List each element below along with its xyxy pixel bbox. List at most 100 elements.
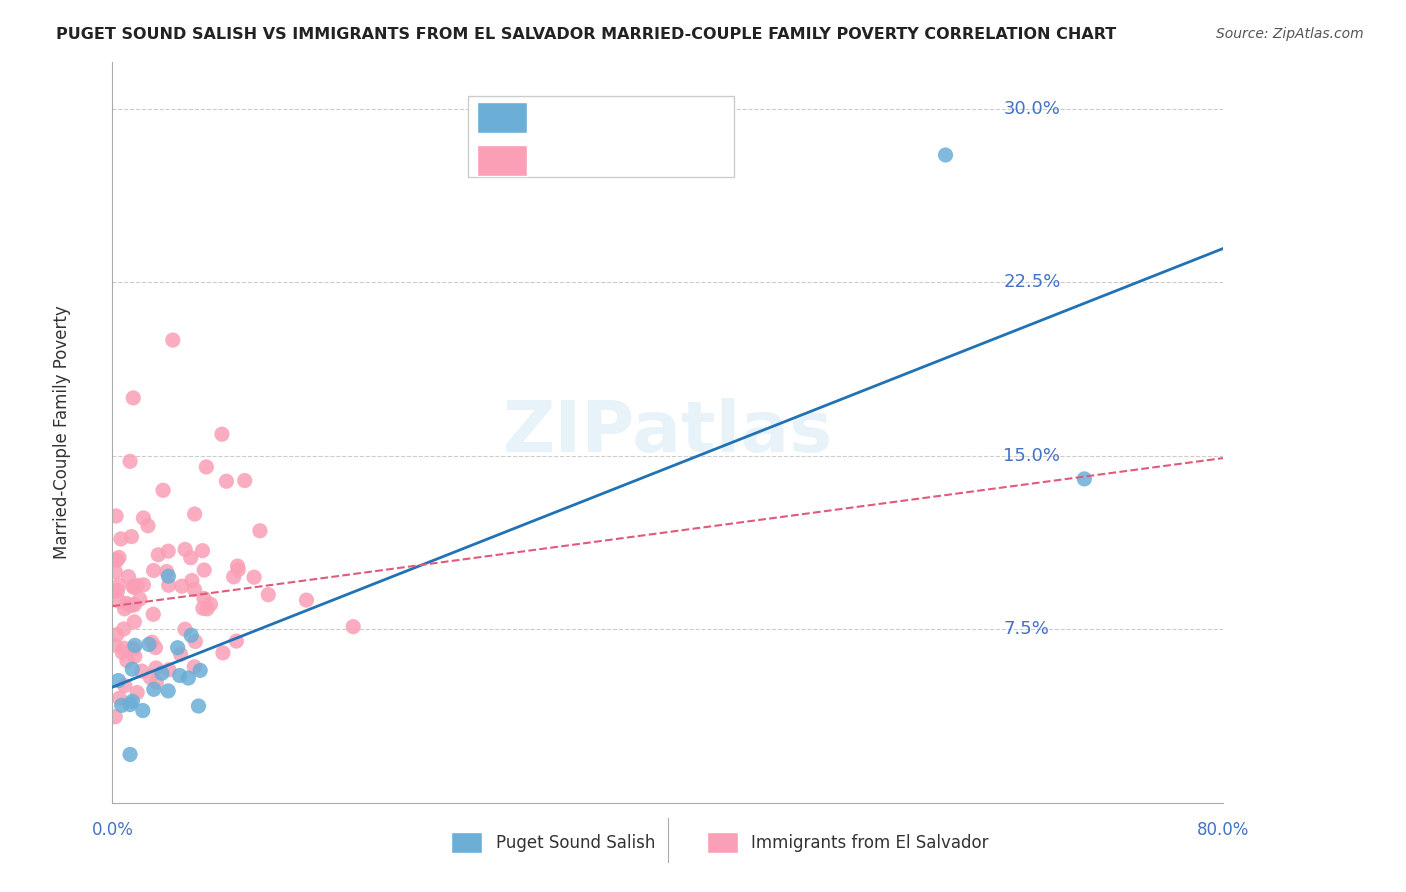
Point xyxy=(120,454,142,468)
Point xyxy=(243,570,266,584)
Point xyxy=(121,694,143,708)
FancyBboxPatch shape xyxy=(451,832,482,853)
Point xyxy=(114,602,136,616)
Point xyxy=(193,591,215,606)
Point xyxy=(108,550,131,565)
Point xyxy=(162,333,184,347)
Point xyxy=(181,574,204,588)
Point xyxy=(222,570,245,584)
Point xyxy=(121,530,143,544)
Text: Married-Couple Family Poverty: Married-Couple Family Poverty xyxy=(53,306,72,559)
Point xyxy=(107,583,129,598)
Point xyxy=(108,594,131,608)
Text: Immigrants from El Salvador: Immigrants from El Salvador xyxy=(751,834,988,852)
Point xyxy=(128,592,150,607)
Point xyxy=(132,704,155,718)
FancyBboxPatch shape xyxy=(468,95,734,178)
Point xyxy=(157,569,180,583)
Point xyxy=(108,691,131,706)
Point xyxy=(174,622,197,636)
Point xyxy=(169,648,191,662)
Point xyxy=(105,553,128,567)
Point xyxy=(122,579,145,593)
Point xyxy=(104,638,127,652)
Point xyxy=(233,474,256,488)
Point xyxy=(934,148,956,162)
Point xyxy=(191,543,214,558)
Point xyxy=(105,553,128,567)
Point xyxy=(139,671,162,685)
Point xyxy=(120,599,142,613)
Point xyxy=(187,699,209,714)
Point xyxy=(124,639,146,653)
Point xyxy=(122,391,145,405)
Text: 0.0%: 0.0% xyxy=(91,822,134,839)
Point xyxy=(112,641,135,656)
Point xyxy=(110,532,132,546)
Point xyxy=(112,622,135,636)
Point xyxy=(124,615,146,629)
Point xyxy=(141,635,163,649)
Point xyxy=(125,578,148,592)
Point xyxy=(132,511,155,525)
Point xyxy=(138,637,160,651)
Point xyxy=(111,645,134,659)
Point xyxy=(156,565,179,579)
Text: 15.0%: 15.0% xyxy=(1004,447,1060,465)
FancyBboxPatch shape xyxy=(477,102,527,133)
Point xyxy=(145,675,167,690)
Point xyxy=(111,698,134,713)
Text: Puget Sound Salish: Puget Sound Salish xyxy=(496,834,655,852)
Point xyxy=(226,563,249,577)
Text: 30.0%: 30.0% xyxy=(1004,100,1060,118)
Point xyxy=(142,564,165,578)
Point xyxy=(193,563,215,577)
Point xyxy=(180,628,202,642)
Point xyxy=(145,661,167,675)
Point xyxy=(142,682,165,697)
Point xyxy=(114,679,136,693)
Point xyxy=(120,698,142,712)
Point xyxy=(124,649,146,664)
Point xyxy=(215,475,238,489)
Point xyxy=(157,663,180,677)
Point xyxy=(183,582,205,597)
Point xyxy=(122,580,145,594)
Text: N = 21: N = 21 xyxy=(634,108,702,127)
Point xyxy=(211,427,233,442)
Point xyxy=(104,710,127,724)
Point xyxy=(342,620,364,634)
Point xyxy=(115,597,138,611)
Point xyxy=(105,508,128,523)
Point xyxy=(249,524,271,538)
Point xyxy=(136,518,159,533)
Point xyxy=(200,597,222,611)
Point xyxy=(257,588,280,602)
Point xyxy=(170,579,193,593)
Point xyxy=(191,601,214,615)
Point xyxy=(121,662,143,676)
Point xyxy=(117,569,139,583)
Point xyxy=(166,640,188,655)
Point xyxy=(195,602,218,616)
Point xyxy=(104,565,127,579)
Point xyxy=(1073,472,1095,486)
Point xyxy=(108,578,131,592)
Point xyxy=(295,593,318,607)
Point xyxy=(150,666,173,681)
Point xyxy=(226,559,249,574)
Text: N = 83: N = 83 xyxy=(634,151,702,169)
Text: ZIPatlas: ZIPatlas xyxy=(503,398,832,467)
Text: 7.5%: 7.5% xyxy=(1004,620,1049,639)
Point xyxy=(122,641,145,656)
Point xyxy=(183,660,205,674)
Point xyxy=(132,578,155,592)
Point xyxy=(105,628,128,642)
Point xyxy=(124,598,146,612)
FancyBboxPatch shape xyxy=(477,145,527,176)
Point xyxy=(107,673,129,688)
Point xyxy=(180,550,202,565)
Point xyxy=(225,634,247,648)
Text: 22.5%: 22.5% xyxy=(1004,273,1060,291)
Point xyxy=(120,747,142,762)
